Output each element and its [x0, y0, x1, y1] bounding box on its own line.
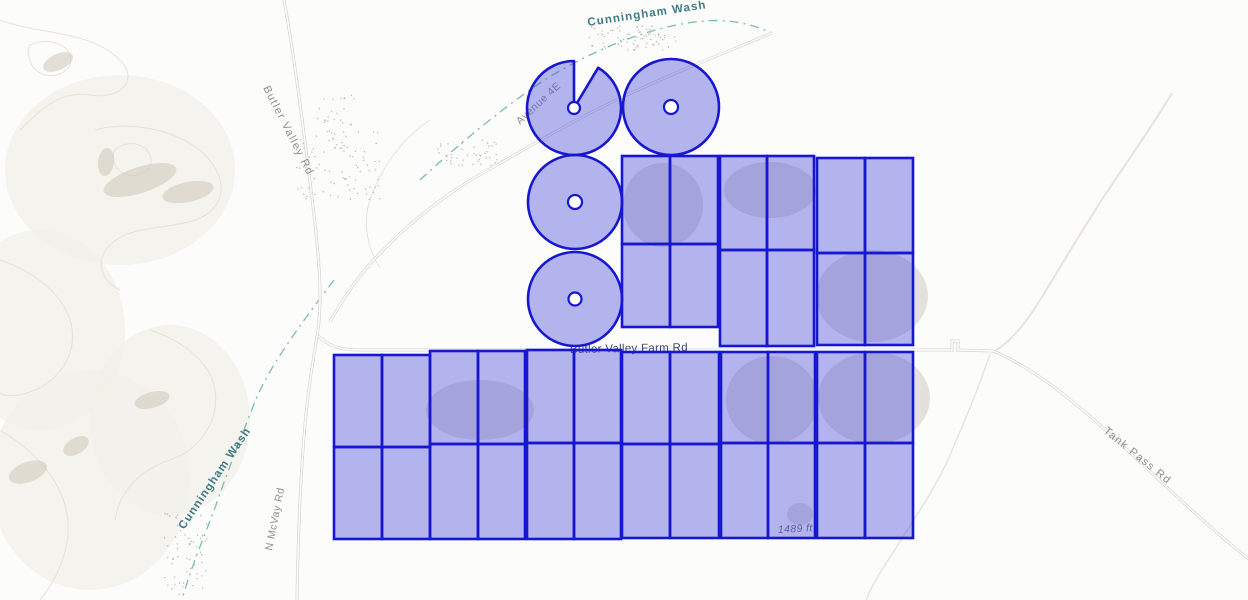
road-lines-layer	[282, 0, 1248, 600]
hillshade-dab	[97, 148, 115, 176]
field-rect[interactable]	[865, 443, 913, 538]
field-pivot-circle-outline	[526, 250, 624, 348]
terrain-dark-patch	[426, 380, 534, 440]
contour-line	[0, 429, 69, 600]
hillshade-dab	[162, 180, 214, 204]
field-rect[interactable]	[767, 250, 814, 346]
trail-line	[865, 353, 991, 600]
road-inner	[283, 0, 321, 600]
hillshade-dab	[43, 52, 73, 72]
pivot-center-dot	[662, 98, 680, 116]
pivot-center-dot	[566, 193, 584, 211]
contour-line	[27, 41, 72, 77]
field-rect[interactable]	[720, 156, 767, 250]
hillshade-dab	[103, 162, 177, 198]
wash-line	[181, 279, 335, 600]
field-rect[interactable]	[817, 352, 865, 443]
road-inner	[329, 32, 773, 323]
field-rect[interactable]	[574, 350, 621, 443]
pivot-center-dot	[566, 100, 582, 116]
field-rect[interactable]	[430, 351, 478, 444]
field-rect[interactable]	[670, 244, 718, 327]
field-pivot-circle-outline	[621, 57, 721, 157]
pivot-center-dot	[567, 291, 583, 307]
field-rect[interactable]	[721, 352, 768, 443]
field-rect[interactable]	[768, 352, 815, 443]
field-rect-outline	[668, 442, 721, 540]
field-rect[interactable]	[670, 352, 719, 444]
field-rect-outline	[765, 248, 816, 348]
contour-line	[94, 125, 222, 291]
field-rect[interactable]	[865, 352, 913, 443]
field-rect[interactable]	[334, 355, 382, 447]
field-rect[interactable]	[817, 158, 865, 253]
field-rect[interactable]	[527, 350, 574, 443]
contour-line	[0, 19, 129, 131]
terrain-dark-patch	[726, 356, 818, 444]
field-rect-outline	[863, 441, 915, 540]
field-rect[interactable]	[670, 156, 718, 244]
wash-lines-layer	[181, 19, 773, 600]
field-rect[interactable]	[720, 250, 767, 346]
field-outlines	[332, 57, 915, 541]
wash-line	[419, 19, 773, 181]
field-rect[interactable]	[670, 444, 719, 538]
field-polygons-layer	[332, 57, 915, 541]
field-rect[interactable]	[817, 253, 865, 345]
field-rect[interactable]	[865, 253, 913, 345]
hill-blob	[5, 75, 235, 265]
field-rect[interactable]	[478, 351, 525, 444]
label-elevation-1489: 1489 ft	[778, 522, 814, 536]
field-rect[interactable]	[382, 447, 430, 539]
terrain-dark-patch	[623, 163, 703, 247]
terrain-layer	[0, 19, 930, 600]
hillshade-dab	[134, 390, 170, 410]
field-rect[interactable]	[478, 444, 525, 539]
hillshade-dab	[8, 460, 48, 484]
terrain-dark-patch	[724, 162, 816, 218]
road-inner	[992, 350, 1248, 560]
field-rect[interactable]	[527, 443, 574, 539]
field-rect[interactable]	[574, 443, 621, 539]
trail-line	[994, 92, 1173, 352]
field-rect[interactable]	[768, 443, 815, 538]
field-rect[interactable]	[430, 444, 478, 539]
field-rect-outline	[863, 251, 915, 347]
terrain-dark-patch	[787, 503, 813, 525]
field-rect[interactable]	[721, 443, 768, 538]
field-rect-outline	[476, 442, 527, 541]
field-rect[interactable]	[817, 443, 865, 538]
field-rect[interactable]	[334, 447, 382, 539]
field-notched-circle-outline	[525, 59, 623, 157]
field-rect[interactable]	[622, 244, 670, 327]
field-rect-outline	[766, 441, 817, 540]
field-rect[interactable]	[622, 156, 670, 244]
field-rect[interactable]	[622, 444, 670, 538]
field-rect-outline	[668, 242, 720, 329]
stipple-texture-layer	[163, 25, 677, 596]
field-rect[interactable]	[622, 352, 670, 444]
hill-blob	[90, 325, 250, 515]
field-rect[interactable]	[865, 158, 913, 253]
terrain-dark-patch	[818, 352, 930, 444]
contour-line	[365, 119, 431, 269]
road-inner	[317, 335, 994, 352]
field-rect[interactable]	[382, 355, 430, 447]
contour-line	[0, 259, 74, 397]
trail-lines-layer	[865, 92, 1173, 600]
hillshade-dab	[63, 436, 89, 456]
terrain-dark-patch	[816, 250, 928, 342]
field-rect[interactable]	[767, 156, 814, 250]
contour-line	[114, 329, 217, 521]
